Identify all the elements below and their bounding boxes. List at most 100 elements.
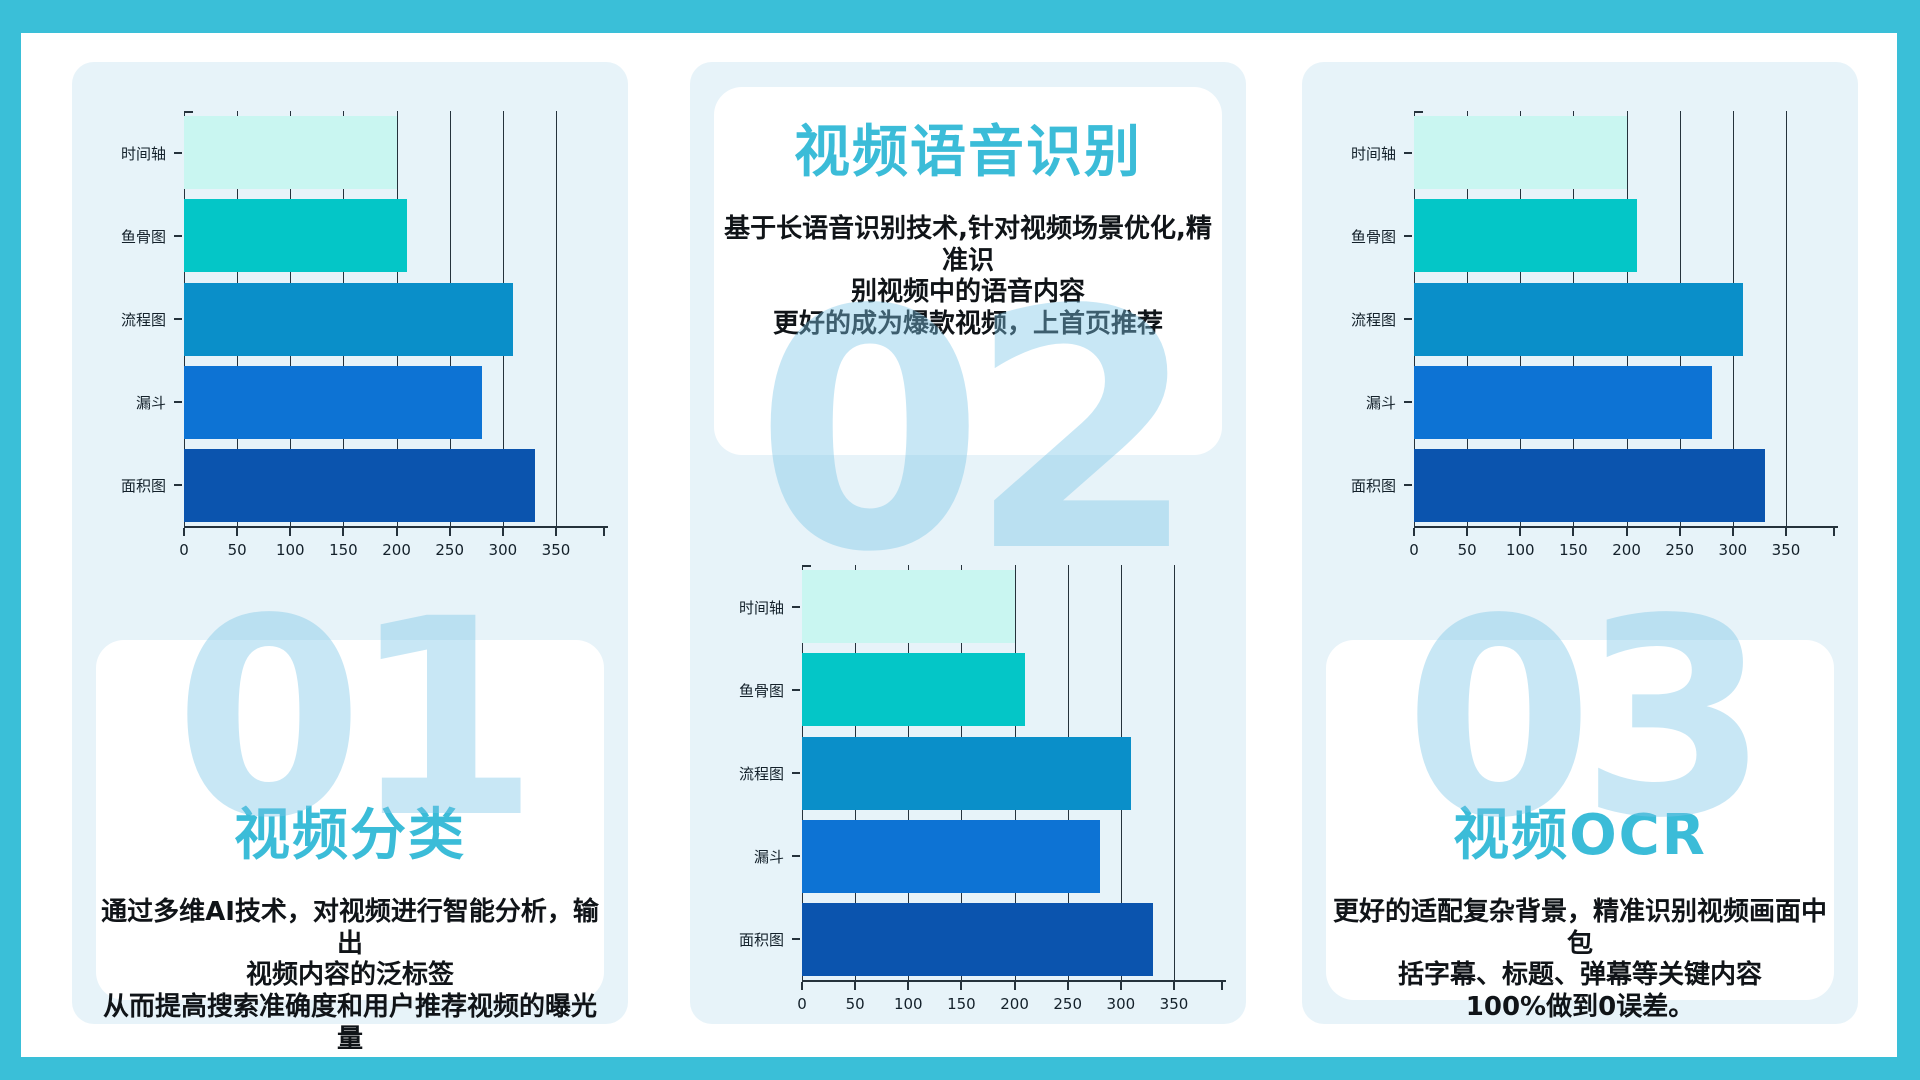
y-tick-mark [792,772,800,774]
bar-面积图 [1414,448,1765,522]
x-tick-mark [342,528,345,536]
x-tick-mark [236,528,239,536]
bar-时间轴 [184,116,397,190]
category-label: 漏斗 [1365,394,1396,413]
axis-corner [184,111,193,113]
panel-02-video-speech-recognition: 视频语音识别 基于长语音识别技术,针对视频场景优化,精准识 别视频中的语音内容 … [690,62,1246,1024]
x-tick-mark [289,528,292,536]
bar-面积图 [184,448,535,522]
x-tick-mark [1066,982,1069,990]
x-tick-mark [1519,528,1522,536]
category-label: 时间轴 [738,598,784,617]
bar-chart-panel-02: 0 50 100 150 200 250 300 350 时间轴 鱼骨图 流程图 漏斗 面积图 [690,565,1246,1065]
bar-chart-panel-03: 0 50 100 150 200 250 300 350 时间轴 鱼骨图 流程图 漏斗 面积图 [1302,111,1858,611]
x-tick-mark [1678,528,1681,536]
x-tick-label: 250 [1053,995,1083,1013]
x-tick-mark [395,528,398,536]
x-tick-label: 0 [1409,541,1419,559]
x-tick-mark [854,982,857,990]
x-tick-label: 350 [1159,995,1189,1013]
description-line: 更好的成为爆款视频，上首页推荐 [772,309,1163,340]
plot-area: 0 50 100 150 200 250 300 350 时间轴 鱼骨图 流程图 漏斗 面积图 [739,565,1226,1013]
x-tick-label: 100 [275,541,305,559]
category-label: 面积图 [1350,477,1396,496]
y-tick-mark [792,605,800,608]
plot-area: 0 50 100 150 200 250 300 350 时间轴 鱼骨图 流程图 漏斗 面积图 [1351,111,1838,559]
y-tick-mark [1404,484,1412,487]
description-line: 通过多维AI技术，对视频进行智能分析，输出 [101,897,599,959]
category-label: 面积图 [120,477,166,496]
y-tick-mark [174,151,182,154]
y-tick-mark [1404,401,1412,404]
description-line: 从而提高搜索准确度和用户推荐视频的曝光量 [102,992,597,1054]
panel-description-01: 通过多维AI技术，对视频进行智能分析，输出 视频内容的泛标签 从而提高搜索准确度… [100,897,600,1056]
y-tick-mark [1404,234,1412,237]
bar-chart-panel-01: 0 50 100 150 200 250 300 350 时间轴 鱼骨图 流程图 漏斗 面积图 [72,111,628,611]
bar-漏斗 [184,365,482,439]
description-line: 视频内容的泛标签 [245,960,454,991]
y-tick-mark [174,318,182,320]
y-tick-mark [1404,151,1412,154]
x-tick-label: 300 [488,541,518,559]
x-tick-mark [1572,528,1575,536]
y-tick-mark [792,938,800,941]
x-tick-mark [448,528,451,536]
x-tick-label: 0 [797,995,807,1013]
y-tick-mark [174,484,182,487]
panel-description-02: 基于长语音识别技术,针对视频场景优化,精准识 别视频中的语音内容 更好的成为爆款… [718,214,1218,341]
plot-area: 0 50 100 150 200 250 300 350 时间轴 鱼骨图 流程图 漏斗 面积图 [121,111,608,559]
bar-流程图 [802,736,1132,810]
panel-03-video-ocr: 0 50 100 150 200 250 300 350 时间轴 鱼骨图 流程图 漏斗 面积图 视频OC… [1302,62,1858,1024]
y-tick-mark [792,855,800,858]
category-label: 流程图 [120,311,166,329]
x-tick-mark [1413,528,1415,536]
x-tick-mark [1013,982,1016,990]
bar-鱼骨图 [1414,199,1638,273]
x-gridline [1174,565,1175,981]
bar-鱼骨图 [802,653,1026,727]
panel-title-03: 视频OCR [1453,803,1707,868]
x-tick-label: 300 [1106,995,1136,1013]
x-tick-label: 150 [1559,541,1588,559]
description-line: 基于长语音识别技术,针对视频场景优化,精准识 [724,214,1212,276]
x-tick-mark [960,982,963,990]
description-line: 更好的适配复杂背景，精准识别视频画面中包 [1332,897,1827,959]
x-tick-label: 50 [845,995,865,1013]
x-tick-mark [1731,528,1734,536]
x-axis-line [184,526,608,528]
x-tick-label: 350 [541,541,571,559]
x-tick-mark [907,982,910,990]
x-tick-mark [501,528,504,536]
x-tick-label: 200 [1000,995,1029,1013]
bar-时间轴 [802,570,1015,644]
info-card-03: 视频OCR 更好的适配复杂背景，精准识别视频画面中包 括字幕、标题、弹幕等关键内… [1326,640,1834,1022]
category-label: 漏斗 [753,848,784,867]
x-tick-mark [1173,982,1175,990]
bar-鱼骨图 [184,199,408,273]
x-tick-label: 50 [1457,541,1477,559]
category-label: 时间轴 [120,144,166,163]
bar-流程图 [1414,282,1744,356]
x-tick-label: 200 [1612,541,1641,559]
x-tick-mark [183,528,185,536]
y-tick-mark [792,688,800,691]
category-label: 面积图 [738,931,784,950]
x-tick-label: 250 [435,541,465,559]
x-tick-mark [1785,528,1787,536]
bar-面积图 [802,902,1153,976]
x-axis-end-tick [1833,528,1835,536]
x-tick-label: 150 [947,995,976,1013]
bar-流程图 [184,282,514,356]
y-tick-mark [174,401,182,404]
x-gridline [1786,111,1787,527]
y-tick-mark [174,234,182,237]
x-tick-mark [1466,528,1469,536]
axis-corner [802,565,811,567]
axis-corner [1414,111,1423,113]
x-tick-label: 50 [227,541,247,559]
x-tick-label: 100 [893,995,923,1013]
category-label: 鱼骨图 [1350,227,1396,246]
category-label: 流程图 [1350,311,1396,329]
x-gridline [556,111,557,527]
